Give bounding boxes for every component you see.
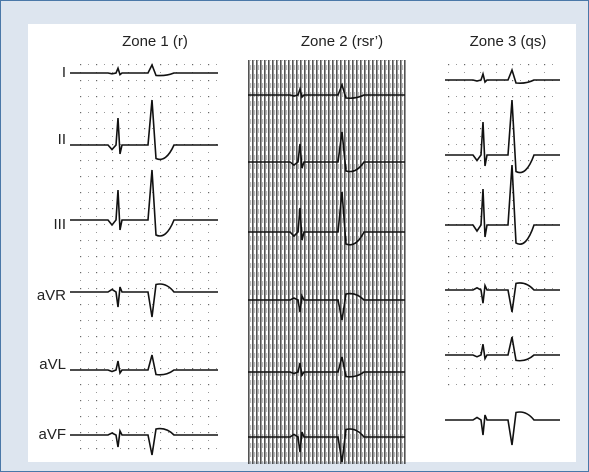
ecg-trace — [445, 67, 560, 84]
ecg-trace — [70, 63, 218, 77]
ecg-trace — [70, 283, 218, 318]
lead-label: II — [58, 131, 66, 148]
lead-label: aVL — [39, 356, 66, 373]
zone-title: Zone 2 (rsr’) — [301, 33, 383, 50]
ecg-trace — [248, 292, 405, 321]
ecg-trace — [70, 427, 218, 456]
ecg-trace — [248, 191, 405, 246]
lead-label: I — [62, 64, 66, 81]
ecg-trace — [70, 169, 218, 237]
lead-label: III — [53, 216, 66, 233]
ecg-trace — [248, 428, 405, 463]
ecg-trace — [445, 336, 560, 362]
zone-3-grid — [445, 58, 557, 388]
traces — [70, 63, 560, 463]
ecg-trace — [70, 354, 218, 376]
zone-title: Zone 1 (r) — [122, 33, 188, 50]
ecg-trace — [445, 99, 560, 174]
lead-label: aVF — [38, 426, 66, 443]
ecg-trace — [248, 82, 405, 99]
ecg-trace — [445, 282, 560, 313]
lead-label: aVR — [37, 287, 66, 304]
ecg-trace — [248, 131, 405, 173]
ecg-trace — [445, 411, 560, 446]
ecg-trace — [445, 164, 560, 245]
ecg-trace — [248, 356, 405, 378]
zone-title: Zone 3 (qs) — [470, 33, 547, 50]
zone-2-grid — [248, 60, 406, 464]
ecg-trace — [70, 99, 218, 161]
